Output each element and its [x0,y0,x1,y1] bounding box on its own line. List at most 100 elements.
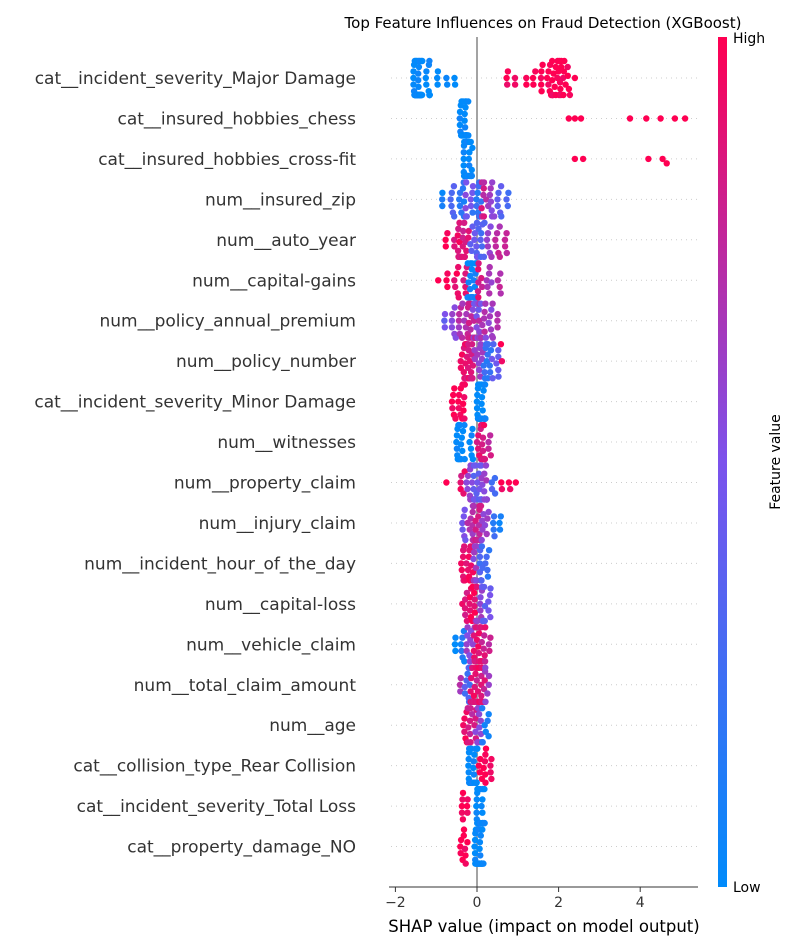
shap-point [448,202,455,210]
x-axis-ticks: −2 0 2 4 [385,887,645,911]
shap-point [456,421,464,429]
shap-point [532,68,539,75]
shap-point [464,566,472,574]
shap-point [439,202,446,210]
shap-point [472,564,480,571]
shap-point [470,549,478,556]
shap-point [467,688,474,695]
shap-point [490,341,497,348]
shap-point [475,306,482,313]
shap-point [462,104,469,111]
feature-label: cat__insured_hobbies_cross-fit [98,150,356,170]
shap-point [463,641,470,648]
shap-point [452,647,459,655]
shap-point [485,438,492,446]
shap-point [461,219,468,226]
feature-label: num__auto_year [216,231,356,251]
shap-point [474,288,482,295]
shap-point [448,324,456,331]
shap-point [444,81,451,88]
shap-point [475,513,482,520]
shap-point [458,560,465,567]
shap-point [472,462,479,469]
shap-point [448,398,456,405]
shap-point [468,172,475,180]
shap-point [476,769,483,776]
shap-point [484,566,491,574]
shap-point [473,677,480,684]
shap-point [466,730,474,738]
shap-point [496,526,504,533]
shap-point [475,649,483,657]
shap-point [419,57,426,65]
shap-point [538,88,545,95]
shap-point [461,110,468,118]
shap-point [457,674,464,682]
shap-point [467,369,475,376]
shap-point [562,81,569,88]
shap-point [477,852,484,859]
shap-point [434,68,442,75]
shap-point [456,202,464,210]
shap-point [481,617,488,625]
shap-point [486,647,493,655]
shap-point [480,362,487,369]
shap-point [415,77,422,84]
shap-point [494,202,501,210]
shap-point [450,183,458,190]
shap-point [480,860,487,867]
x-axis-label: SHAP value (impact on model output) [388,917,699,936]
shap-point [463,479,470,486]
shap-point [415,63,423,71]
shap-point [477,300,484,307]
shap-point [496,253,503,260]
shap-point [577,115,585,122]
shap-point [501,243,509,250]
shap-point [467,326,474,333]
shap-point [465,319,473,327]
shap-point [482,771,489,778]
shap-point [466,652,473,659]
shap-point [538,81,545,88]
shap-point [471,230,478,237]
shap-point [449,405,456,412]
shap-point [458,434,465,441]
shap-point [457,479,464,486]
shap-point [478,243,486,250]
shap-point [657,115,664,122]
shap-point [529,74,537,82]
x-tick-label: −2 [385,895,406,911]
shap-point [565,115,572,122]
shap-point [487,585,494,592]
shap-point [423,68,430,75]
shap-point [483,477,490,484]
shap-point [485,681,492,688]
shap-point [492,243,499,250]
shap-point [560,68,568,75]
shap-point [476,328,483,335]
shap-point [451,243,458,250]
shap-point [475,762,482,769]
feature-label: num__incident_hour_of_the_day [84,554,356,574]
shap-point [472,670,479,677]
shap-point [462,596,469,603]
shap-point [501,236,509,243]
shap-point [482,745,490,752]
shap-point [478,205,485,212]
shap-point [479,407,486,414]
shap-point [469,508,476,516]
shap-point [485,508,492,516]
shap-point [469,144,476,152]
shap-point [494,277,501,284]
shap-point [504,81,511,88]
feature-label: num__capital-loss [205,595,356,615]
shap-point [571,155,579,163]
shap-point [477,502,485,510]
shap-point [451,213,458,220]
shap-point [505,189,512,196]
shap-point [476,839,484,846]
shap-point [479,705,486,712]
shap-point [456,196,463,203]
feature-rows: cat__incident_severity_Major Damage cat__… [34,69,698,858]
